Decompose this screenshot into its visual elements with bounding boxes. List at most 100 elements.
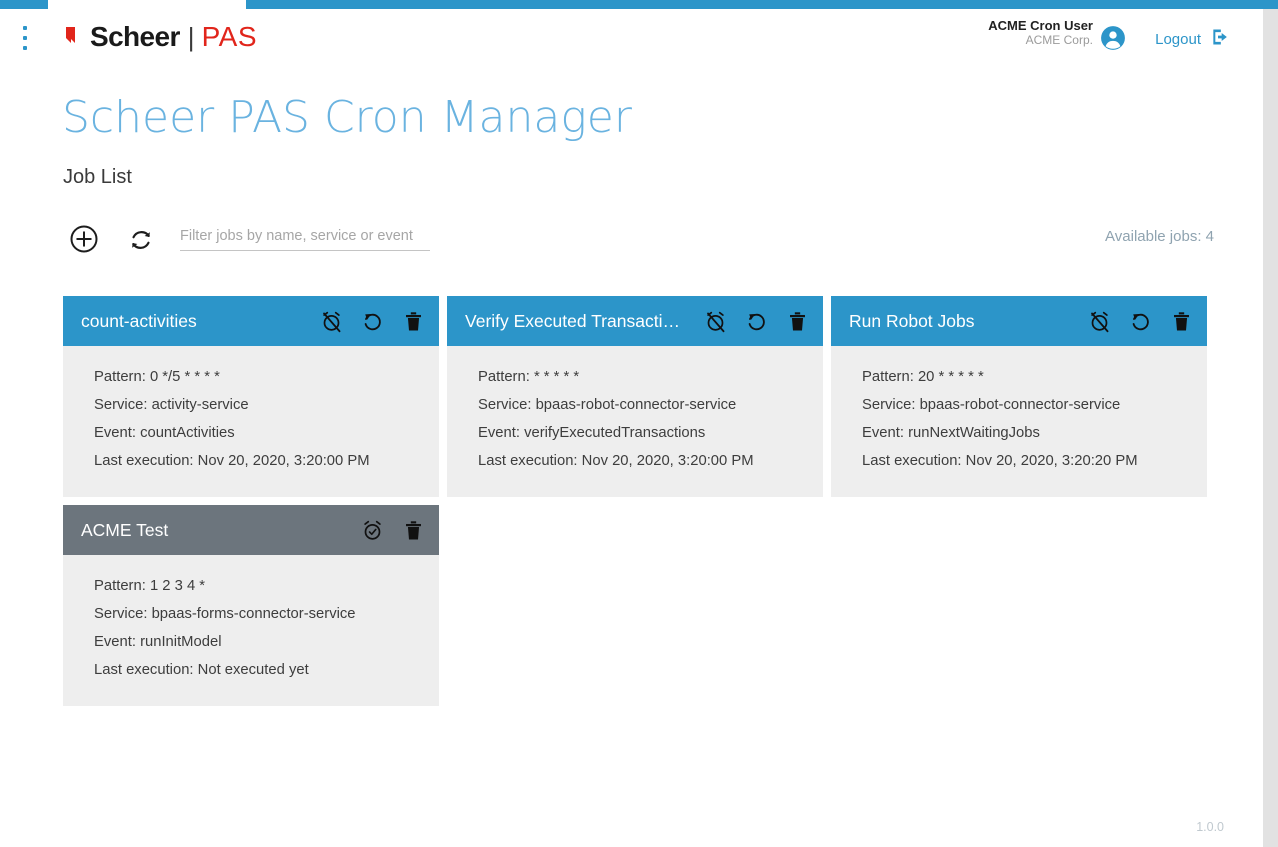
scheer-logo-mark xyxy=(63,20,89,54)
job-pattern-label: Pattern: xyxy=(94,578,150,594)
job-last-execution-label: Last execution: xyxy=(862,453,966,469)
user-avatar-svg xyxy=(1101,26,1125,50)
alarm-off-icon[interactable] xyxy=(1088,310,1111,333)
job-event-label: Event: xyxy=(862,425,909,441)
app-version: 1.0.0 xyxy=(1196,820,1224,834)
job-card: Run Robot Jobs Pattern: 20 * * * * * Servi… xyxy=(831,296,1207,497)
delete-svg xyxy=(406,311,421,331)
alarm-off-svg xyxy=(707,311,725,332)
top-accent-segment-left xyxy=(0,0,48,9)
delete-icon[interactable] xyxy=(402,519,425,542)
delete-svg xyxy=(790,311,805,331)
job-pattern-label: Pattern: xyxy=(862,369,918,385)
job-card-header: Verify Executed Transacti… xyxy=(447,296,823,346)
user-avatar-icon[interactable] xyxy=(1100,25,1126,51)
job-event-value: countActivities xyxy=(140,425,235,441)
job-last-execution-value: Not executed yet xyxy=(197,662,309,678)
logout-label: Logout xyxy=(1155,30,1201,48)
filter-input-wrapper xyxy=(180,226,430,251)
job-last-execution-row: Last execution: Not executed yet xyxy=(94,656,421,684)
job-service-row: Service: bpaas-robot-connector-service xyxy=(862,391,1189,419)
job-service-value: bpaas-forms-connector-service xyxy=(151,606,356,622)
restart-svg xyxy=(1132,313,1149,330)
job-service-label: Service: xyxy=(94,397,152,413)
job-pattern-value: 1 2 3 4 * xyxy=(149,578,206,594)
job-event-row: Event: countActivities xyxy=(94,419,421,447)
job-service-label: Service: xyxy=(478,397,536,413)
kebab-dot xyxy=(23,46,27,50)
job-last-execution-row: Last execution: Nov 20, 2020, 3:20:00 PM xyxy=(478,447,805,475)
restart-icon[interactable] xyxy=(361,310,384,333)
job-last-execution-value: Nov 20, 2020, 3:20:00 PM xyxy=(197,453,370,469)
logout-button[interactable]: Logout xyxy=(1155,27,1230,51)
job-card-actions xyxy=(1088,310,1193,333)
refresh-svg xyxy=(132,231,150,249)
alarm-on-svg xyxy=(364,520,381,540)
job-card-title: Run Robot Jobs xyxy=(849,310,975,331)
job-card: ACME Test Pattern: 1 2 3 4 * Service: bpaa… xyxy=(63,505,439,706)
user-organization: ACME Corp. xyxy=(1025,32,1093,47)
job-last-execution-label: Last execution: xyxy=(94,453,198,469)
delete-icon[interactable] xyxy=(786,310,809,333)
restart-svg xyxy=(748,313,765,330)
restart-icon[interactable] xyxy=(1129,310,1152,333)
job-event-label: Event: xyxy=(94,634,141,650)
job-pattern-value: * * * * * xyxy=(533,369,580,385)
restart-icon[interactable] xyxy=(745,310,768,333)
user-info: ACME Cron User ACME Corp. xyxy=(988,18,1093,48)
job-pattern-row: Pattern: 0 */5 * * * * xyxy=(94,363,421,391)
alarm-off-icon[interactable] xyxy=(704,310,727,333)
job-event-row: Event: verifyExecutedTransactions xyxy=(478,419,805,447)
logout-arrow-icon xyxy=(1210,27,1230,51)
job-card-body: Pattern: 0 */5 * * * * Service: activity-… xyxy=(63,346,439,497)
job-toolbar: Available jobs: 4 xyxy=(63,216,1214,260)
job-last-execution-row: Last execution: Nov 20, 2020, 3:20:20 PM xyxy=(862,447,1189,475)
job-card-actions xyxy=(361,519,425,542)
available-jobs-count: Available jobs: 4 xyxy=(1105,228,1214,245)
vertical-scrollbar-track[interactable] xyxy=(1263,9,1278,847)
job-card-title: count-activities xyxy=(81,310,197,331)
job-service-value: bpaas-robot-connector-service xyxy=(919,397,1121,413)
job-pattern-label: Pattern: xyxy=(94,369,150,385)
job-last-execution-label: Last execution: xyxy=(478,453,582,469)
alarm-on-icon[interactable] xyxy=(361,519,384,542)
job-service-row: Service: bpaas-robot-connector-service xyxy=(478,391,805,419)
alarm-off-icon[interactable] xyxy=(320,310,343,333)
delete-icon[interactable] xyxy=(1170,310,1193,333)
job-card-body: Pattern: * * * * * Service: bpaas-robot-c… xyxy=(447,346,823,497)
job-pattern-row: Pattern: 20 * * * * * xyxy=(862,363,1189,391)
job-card: Verify Executed Transacti… Pattern: * * *… xyxy=(447,296,823,497)
alarm-off-svg xyxy=(1091,311,1109,332)
job-pattern-row: Pattern: * * * * * xyxy=(478,363,805,391)
kebab-menu-icon[interactable] xyxy=(18,26,32,50)
delete-icon[interactable] xyxy=(402,310,425,333)
job-pattern-value: 0 */5 * * * * xyxy=(149,369,220,385)
plus-circle-svg xyxy=(70,225,98,253)
job-event-label: Event: xyxy=(478,425,525,441)
job-event-row: Event: runNextWaitingJobs xyxy=(862,419,1189,447)
refresh-icon[interactable] xyxy=(127,226,157,256)
job-pattern-value: 20 * * * * * xyxy=(917,369,984,385)
brand-logo[interactable]: Scheer | PAS xyxy=(63,18,257,56)
filter-input[interactable] xyxy=(180,226,430,251)
plus-circle-icon[interactable] xyxy=(69,224,99,254)
job-service-row: Service: bpaas-forms-connector-service xyxy=(94,600,421,628)
job-event-value: verifyExecutedTransactions xyxy=(524,425,706,441)
job-card-header: Run Robot Jobs xyxy=(831,296,1207,346)
job-event-value: runInitModel xyxy=(140,634,222,650)
job-service-row: Service: activity-service xyxy=(94,391,421,419)
job-last-execution-value: Nov 20, 2020, 3:20:00 PM xyxy=(581,453,754,469)
job-service-label: Service: xyxy=(94,606,152,622)
job-pattern-row: Pattern: 1 2 3 4 * xyxy=(94,572,421,600)
job-service-value: bpaas-robot-connector-service xyxy=(535,397,737,413)
brand-separator: | xyxy=(187,21,195,52)
job-card-title: ACME Test xyxy=(81,519,169,540)
job-service-label: Service: xyxy=(862,397,920,413)
brand-product: PAS xyxy=(201,21,258,52)
user-name: ACME Cron User xyxy=(988,18,1093,33)
brand-name: Scheer xyxy=(90,21,180,52)
job-card: count-activities Pattern: 0 */5 * * * * Se… xyxy=(63,296,439,497)
job-card-actions xyxy=(704,310,809,333)
alarm-off-svg xyxy=(323,311,341,332)
job-event-row: Event: runInitModel xyxy=(94,628,421,656)
